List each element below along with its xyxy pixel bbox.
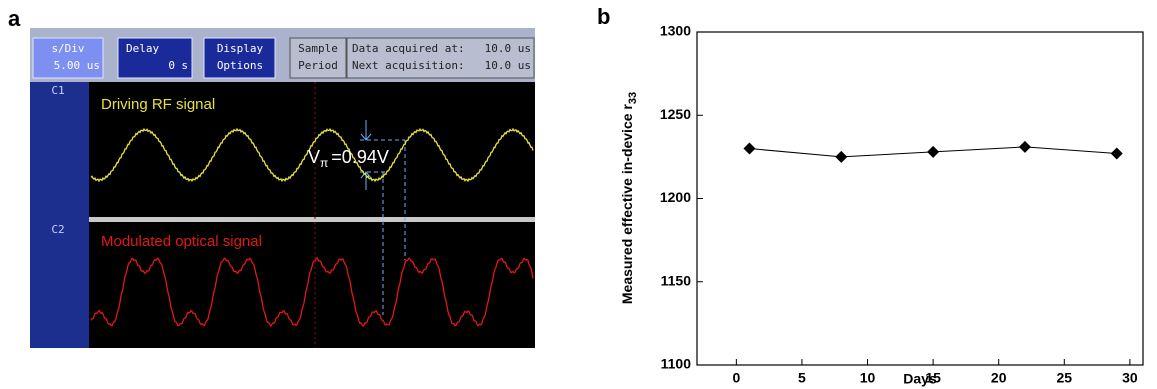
x-tick-label: 0 (732, 370, 740, 386)
info-text: 10.0 us (485, 42, 531, 55)
x-tick-label: 10 (860, 370, 876, 386)
trace-label: Driving RF signal (101, 96, 215, 113)
channel-label: C2 (51, 223, 64, 236)
y-tick-label: 1300 (660, 23, 691, 39)
y-tick-label: 1100 (661, 356, 692, 372)
y-axis-label-sub: 33 (627, 92, 639, 104)
annotation-value: =0.94V (331, 147, 389, 167)
button-text: Period (298, 59, 338, 72)
x-tick-label: 25 (1057, 370, 1073, 386)
y-axis-label-text: Measured effective in-device r (619, 104, 635, 305)
page: {"panel_a": {"label": "a", "buttons": {"… (0, 0, 1157, 389)
channel-label: C1 (51, 84, 64, 97)
y-tick-label: 1150 (661, 272, 692, 288)
button-text: s (181, 59, 188, 72)
plot-frame (697, 32, 1143, 365)
button-text: Sample (298, 42, 338, 55)
marker (927, 146, 939, 158)
info-text: 10.0 us (485, 59, 531, 72)
marker (743, 143, 755, 155)
x-tick-label: 30 (1122, 370, 1138, 386)
marker (1019, 141, 1031, 153)
marker (1111, 148, 1123, 160)
x-tick-label: 15 (925, 370, 941, 386)
info-text: Data acquired at: (352, 42, 465, 55)
divider (89, 217, 535, 222)
x-tick-label: 20 (991, 370, 1007, 386)
button-text: 5.00 us (54, 59, 100, 72)
trace-label: Modulated optical signal (101, 233, 262, 250)
button-text: s/Div (51, 42, 84, 55)
annotation-symbol: V (308, 147, 320, 167)
figure: a s/Div 5.00 us Delay 0 s Display Option… (0, 0, 1157, 389)
screen (89, 82, 535, 348)
channel-column (30, 82, 89, 348)
info-text: Next acquisition: (352, 59, 465, 72)
button-text: Delay (126, 42, 159, 55)
panel-label: b (597, 4, 610, 29)
panel-label: a (8, 6, 21, 31)
annotation-sub: π (320, 156, 328, 170)
button-text: Options (217, 59, 263, 72)
y-tick-label: 1250 (660, 106, 691, 122)
x-tick-label: 5 (798, 370, 806, 386)
marker (835, 151, 847, 163)
y-tick-label: 1200 (660, 189, 691, 205)
button-text: Display (217, 42, 264, 55)
button-text: 0 (168, 59, 175, 72)
y-axis-label: Measured effective in-device r33 (619, 92, 639, 304)
